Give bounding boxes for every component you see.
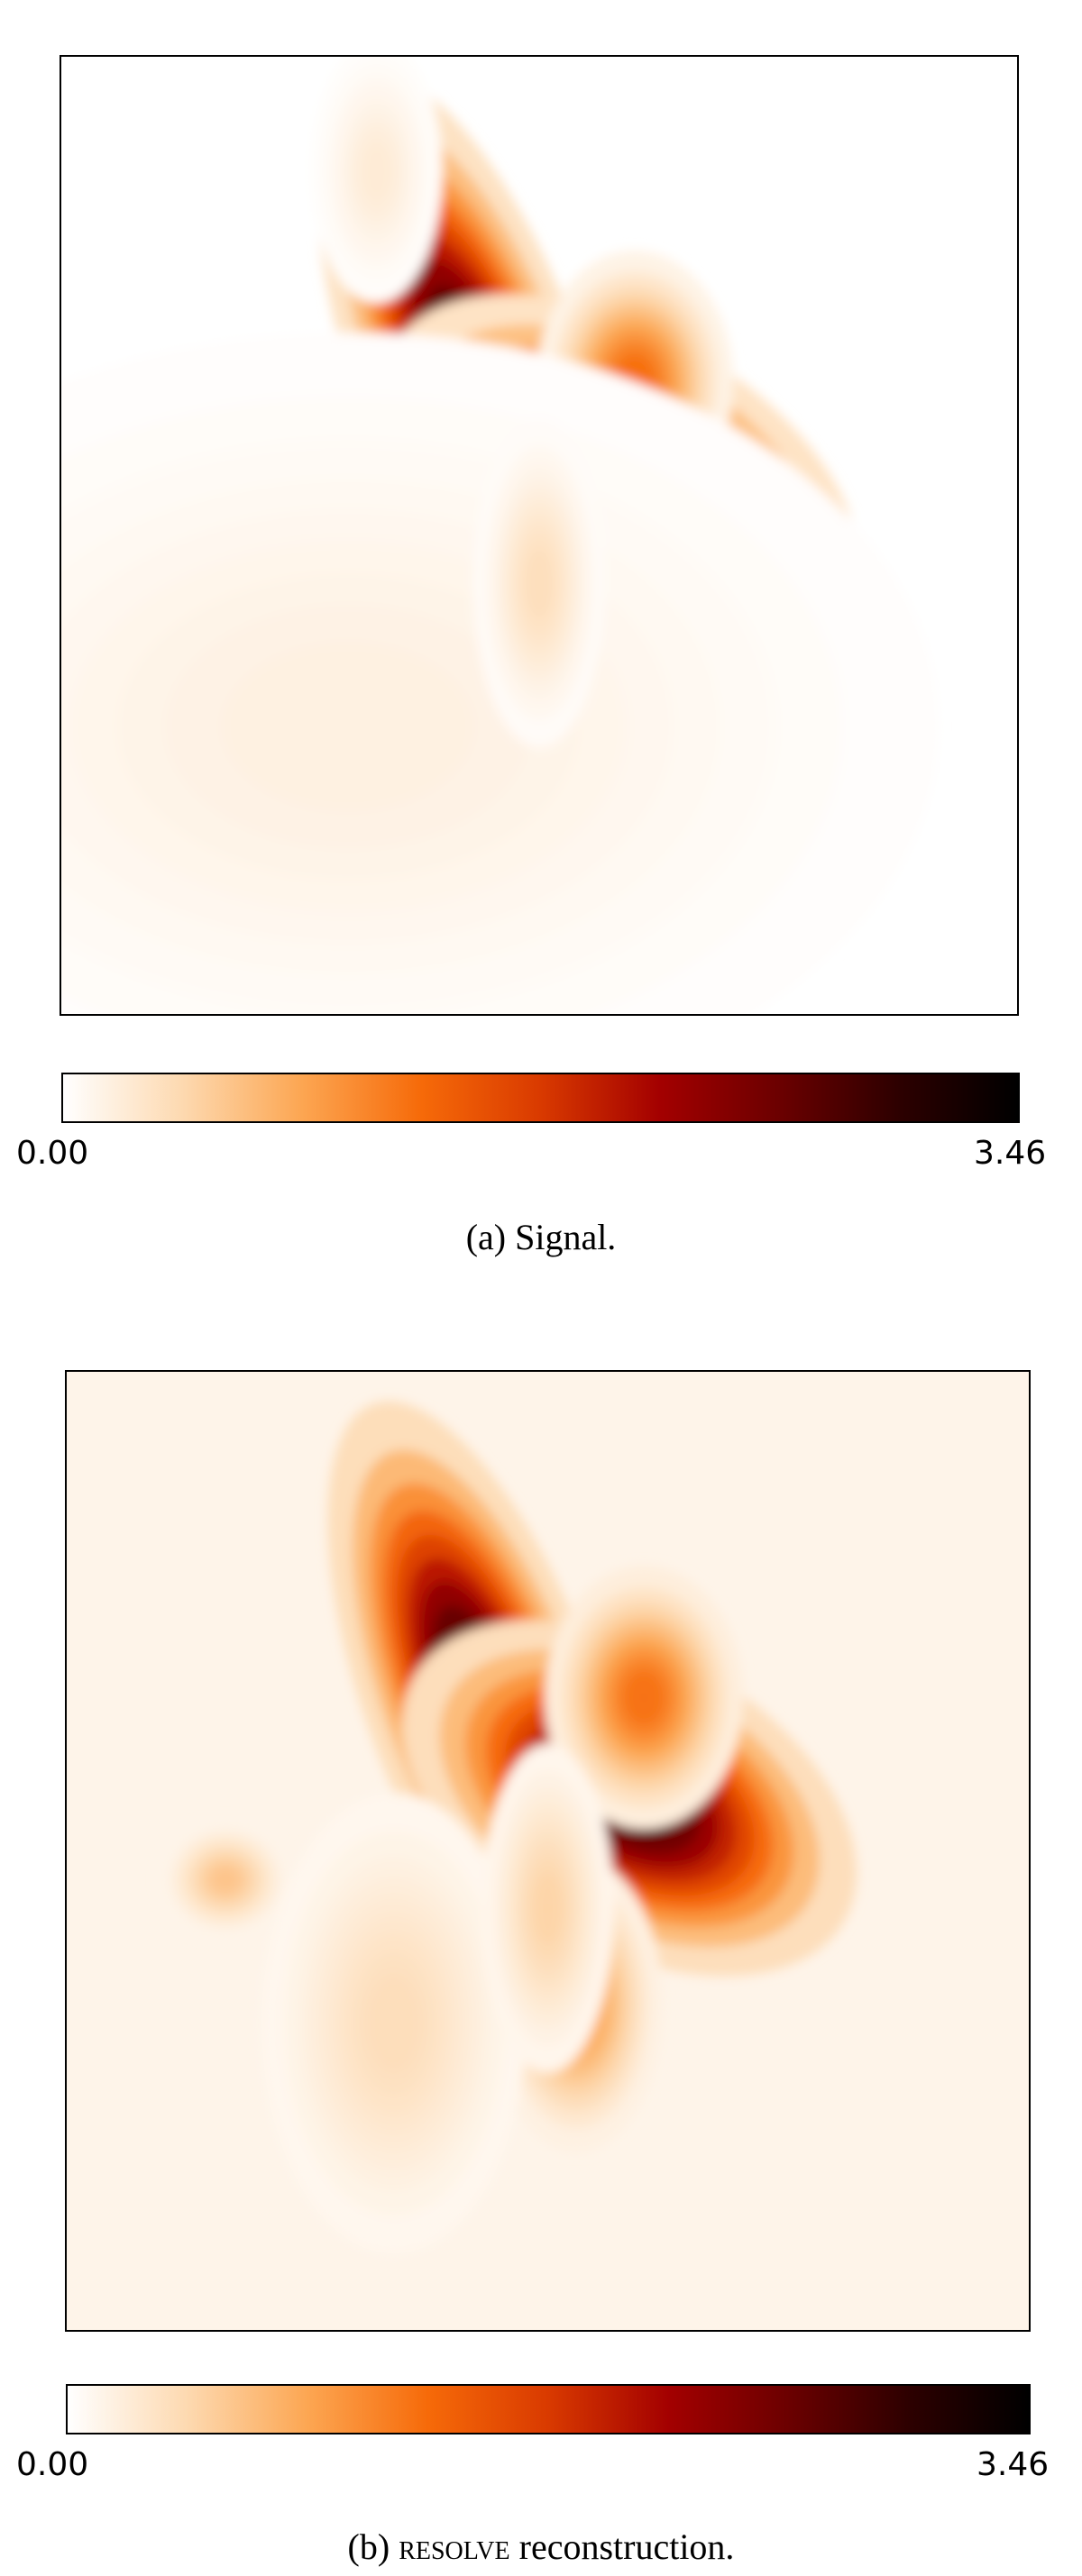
reconstruction-caption: (b) RESOLVE reconstruction.: [0, 2529, 1082, 2565]
signal-colorbar: [61, 1073, 1020, 1123]
signal-feature-contour: [536, 580, 542, 586]
signal-heatmap-canvas: [61, 57, 1017, 1014]
reconstruction-heatmap-canvas: [67, 1372, 1029, 2330]
signal-colorbar-min-label: 0.00: [16, 1135, 89, 1172]
reconstruction-feature-contour: [546, 1906, 550, 1911]
reconstruction-feature-contour: [391, 2021, 396, 2025]
reconstruction-heatmap: [65, 1370, 1031, 2332]
signal-features: [61, 57, 939, 1014]
reconstruction-feature: [481, 1743, 614, 2073]
signal-colorbar-max-label: 3.46: [974, 1135, 1047, 1172]
signal-feature: [473, 418, 605, 748]
reconstruction-colorbar-max-label: 3.46: [977, 2446, 1050, 2483]
reconstruction-feature: [159, 1820, 292, 1940]
reconstruction-colorbar-min-label: 0.00: [16, 2446, 89, 2483]
signal-heatmap: [60, 55, 1019, 1016]
signal-feature: [311, 57, 443, 304]
reconstruction-caption-method: RESOLVE: [399, 2526, 510, 2567]
reconstruction-feature-contour: [642, 1695, 646, 1700]
reconstruction-feature-contour: [223, 1877, 228, 1882]
reconstruction-feature: [545, 1566, 744, 1830]
reconstruction-colorbar: [66, 2384, 1031, 2434]
reconstruction-caption-prefix: (b): [347, 2526, 390, 2567]
reconstruction-features: [159, 1401, 857, 2254]
signal-feature-contour: [345, 725, 351, 729]
reconstruction-feature: [261, 1793, 527, 2254]
reconstruction-caption-suffix: reconstruction.: [518, 2526, 735, 2567]
signal-caption: (a) Signal.: [465, 1217, 617, 1257]
signal-feature-contour: [374, 169, 379, 174]
